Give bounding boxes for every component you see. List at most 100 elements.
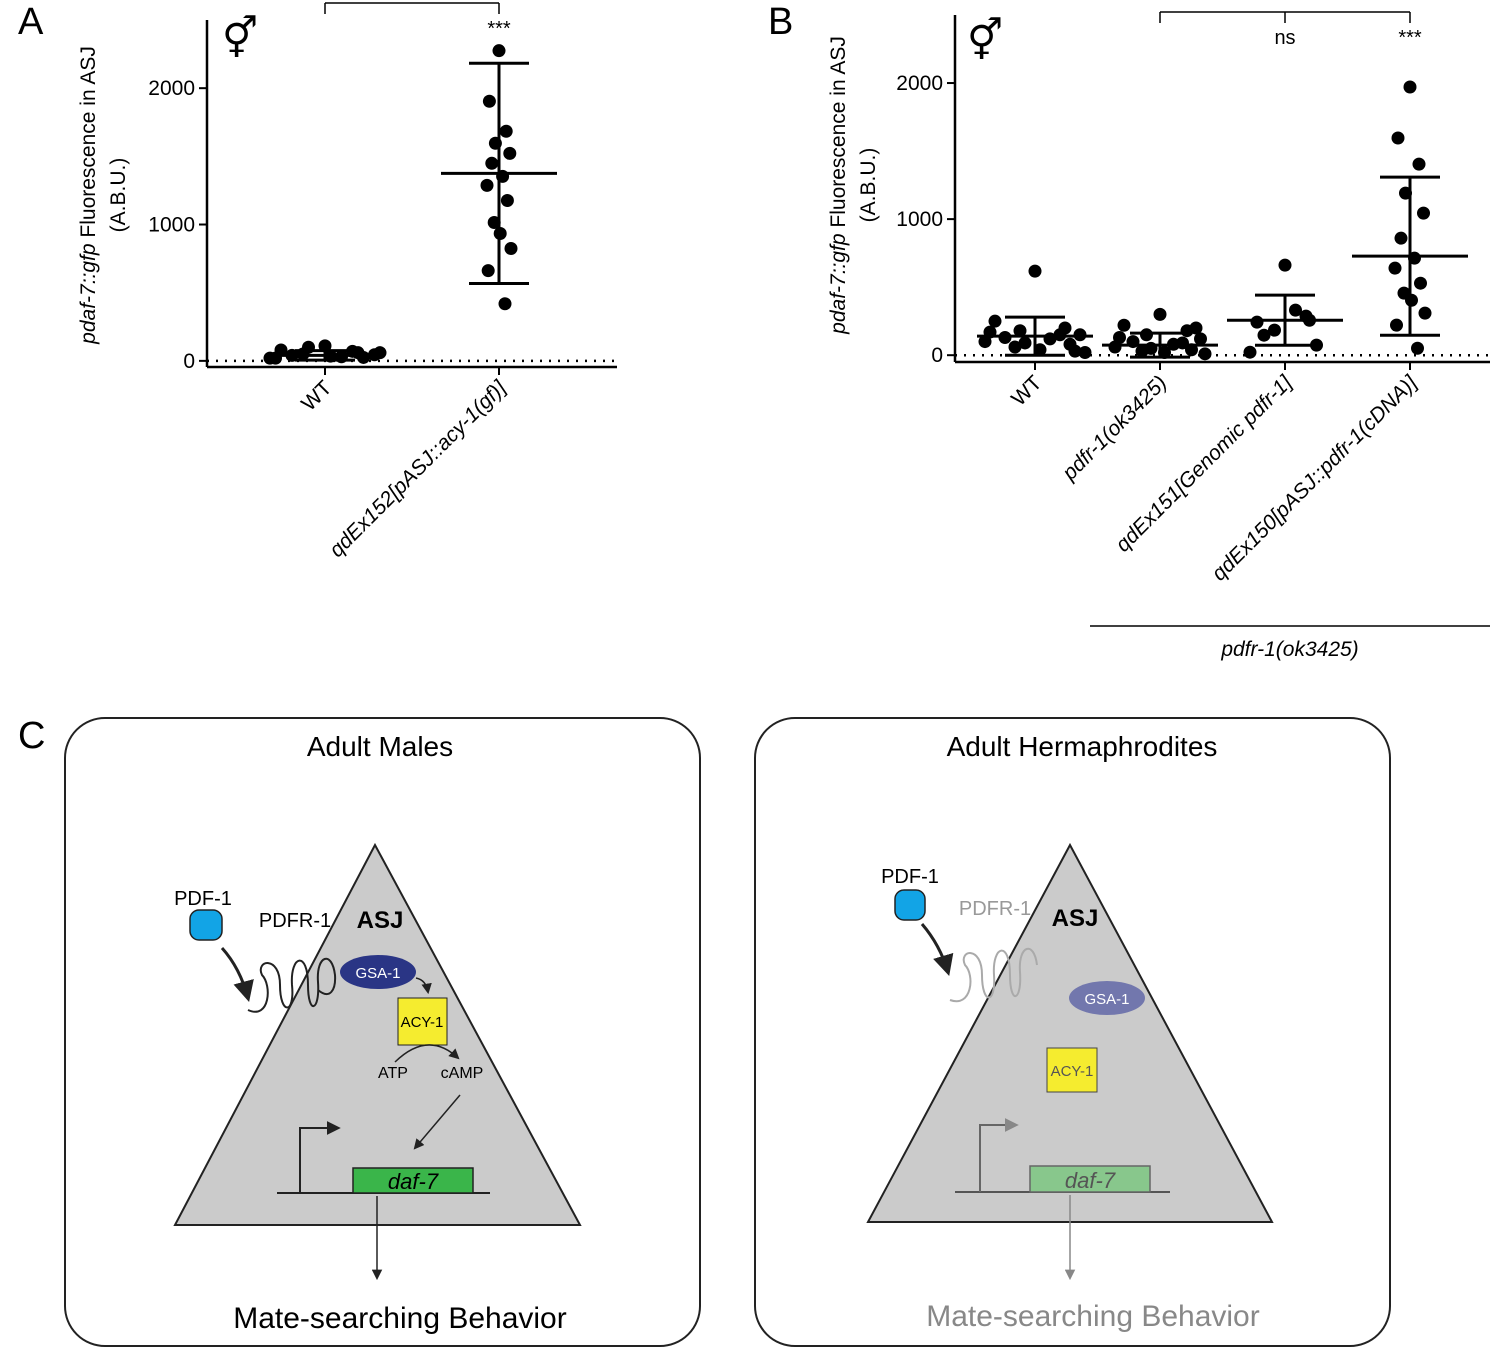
data-point <box>988 314 1002 328</box>
conversion-arrow <box>394 1044 460 1063</box>
cell-label: ASJ <box>357 907 404 934</box>
y-tick-label: 2000 <box>148 77 195 100</box>
panel-label: B <box>768 1 793 43</box>
data-point <box>1414 276 1427 290</box>
hermaphrodites-panel: Adult Hermaphrodites ASJ PDF-1 PDFR-1 GS… <box>754 717 1391 1347</box>
data-point <box>482 94 496 108</box>
data-point <box>318 339 332 353</box>
promoter <box>979 1118 1019 1192</box>
data-point <box>1289 303 1302 317</box>
ligand <box>189 909 223 941</box>
x-tick-label: WT <box>1007 371 1046 410</box>
gene-box <box>1029 1165 1151 1193</box>
data-point <box>1113 331 1126 345</box>
g-protein-label: GSA-1 <box>355 965 400 982</box>
y-axis-unit: (A.B.U.) <box>857 148 880 223</box>
cell-label: ASJ <box>1052 905 1099 932</box>
significance-label: *** <box>487 18 511 40</box>
ligand-label: PDF-1 <box>881 866 939 888</box>
signal-arrow <box>413 1094 461 1150</box>
g-protein <box>1069 981 1145 1015</box>
x-tick-label: qdEx152[pASJ::acy-1(gf)] <box>325 375 511 561</box>
data-point <box>504 242 518 256</box>
y-label-gene: pdaf-7::gfp <box>827 233 850 334</box>
receptor-coil <box>247 957 337 1013</box>
data-point <box>1028 264 1042 278</box>
panel-box <box>64 717 701 1347</box>
y-label-text: Fluorescence in ASJ <box>77 46 100 237</box>
y-tick-label: 0 <box>931 344 943 367</box>
receptor-label: PDFR-1 <box>959 898 1031 920</box>
data-point <box>1394 231 1408 245</box>
behavior-label: Mate-searching Behavior <box>926 1300 1260 1333</box>
sex-symbol: ⚥ <box>222 15 258 62</box>
y-label-text: Fluorescence in ASJ <box>827 36 850 227</box>
panel-label: C <box>18 715 45 757</box>
receptor-label: PDFR-1 <box>259 910 331 932</box>
gene-box <box>352 1167 474 1194</box>
data-point <box>978 335 992 349</box>
data-point <box>1412 157 1426 171</box>
data-point <box>480 178 494 192</box>
y-axis-unit: (A.B.U.) <box>107 158 130 233</box>
data-point <box>1250 315 1264 329</box>
data-point <box>487 215 501 229</box>
data-point <box>1403 80 1417 94</box>
data-point <box>1268 323 1281 337</box>
sex-symbol: ⚥ <box>967 17 1003 64</box>
data-point <box>1278 258 1292 272</box>
substrate-label: ATP <box>378 1065 408 1082</box>
y-tick-label: 1000 <box>896 208 943 231</box>
x-tick-label: WT <box>297 376 336 415</box>
panel-title: Adult Males <box>307 731 453 762</box>
data-point <box>1008 340 1022 354</box>
significance-label: *** <box>1398 27 1422 49</box>
data-point <box>1078 345 1092 359</box>
g-protein <box>340 955 416 989</box>
receptor-coil <box>949 947 1038 1003</box>
g-protein-label: GSA-1 <box>1084 991 1129 1008</box>
activation-arrow <box>415 977 432 995</box>
y-tick-label: 0 <box>183 350 195 373</box>
y-tick-label: 2000 <box>896 72 943 95</box>
males-panel: Adult Males ASJ PDF-1 PDFR-1 GSA-1 ACY-1… <box>64 717 701 1347</box>
data-point <box>1388 261 1402 275</box>
data-point <box>492 44 506 58</box>
data-point <box>1140 328 1153 342</box>
gene-label: daf-7 <box>388 1169 439 1194</box>
data-point <box>1411 341 1424 355</box>
data-point <box>1013 324 1027 338</box>
y-label-gene: pdaf-7::gfp <box>77 243 100 344</box>
data-point <box>357 350 370 364</box>
data-point <box>1189 321 1203 335</box>
cyclase-label: ACY-1 <box>1051 1063 1094 1080</box>
data-point <box>1117 318 1131 332</box>
significance-label: ns <box>1274 27 1295 49</box>
y-axis-label: pdaf-7::gfp Fluorescence in ASJ <box>827 36 850 335</box>
x-tick-label: pdfr-1(ok3425) <box>1057 371 1171 485</box>
panel-title: Adult Hermaphrodites <box>947 731 1218 762</box>
data-point <box>1257 328 1271 342</box>
data-point <box>1153 307 1167 321</box>
data-point <box>1033 343 1047 357</box>
data-point <box>1176 336 1189 350</box>
data-point <box>1198 347 1212 361</box>
data-point <box>373 346 387 360</box>
data-point <box>485 156 499 170</box>
binding-arrow <box>220 946 254 1003</box>
data-point <box>481 264 495 278</box>
data-point <box>1418 306 1432 320</box>
data-point <box>1194 332 1207 346</box>
data-point <box>503 146 517 160</box>
data-point <box>269 351 282 365</box>
ligand <box>894 889 926 921</box>
product-label: cAMP <box>441 1065 484 1082</box>
cyclase <box>1046 1047 1098 1093</box>
promoter <box>299 1121 341 1193</box>
gene-label: daf-7 <box>1065 1168 1116 1193</box>
data-point <box>1390 318 1403 332</box>
data-point <box>500 194 514 208</box>
data-point <box>498 297 512 311</box>
data-point <box>1417 206 1430 220</box>
